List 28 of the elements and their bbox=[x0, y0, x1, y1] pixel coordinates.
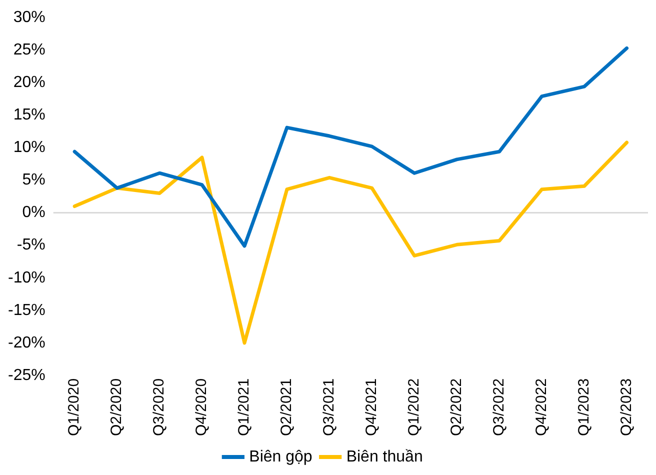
x-tick-label: Q4/2021 bbox=[363, 378, 380, 436]
y-tick-label: -5% bbox=[16, 236, 46, 254]
x-tick-label: Q1/2023 bbox=[575, 378, 592, 436]
y-tick-label: 5% bbox=[22, 172, 46, 189]
x-tick-label: Q1/2021 bbox=[236, 378, 253, 436]
x-tick-label: Q3/2021 bbox=[320, 378, 338, 436]
y-tick-label: 15% bbox=[13, 106, 46, 124]
legend-label: Biên thuần bbox=[346, 448, 423, 466]
y-tick-label: 20% bbox=[13, 74, 46, 92]
x-tick-label: Q3/2022 bbox=[490, 378, 508, 436]
x-tick-label: Q4/2022 bbox=[532, 378, 550, 436]
y-tick-label: 25% bbox=[13, 42, 46, 59]
y-tick-label: 0% bbox=[22, 204, 46, 222]
legend-label: Biên gộp bbox=[249, 448, 312, 466]
x-tick-label: Q1/2020 bbox=[66, 378, 83, 436]
y-tick-label: 10% bbox=[13, 139, 46, 156]
x-tick-label: Q2/2023 bbox=[618, 378, 635, 436]
y-tick-label: -20% bbox=[8, 334, 46, 352]
x-tick-label: Q3/2020 bbox=[150, 378, 168, 436]
x-tick-label: Q2/2022 bbox=[448, 378, 466, 436]
x-tick-label: Q4/2020 bbox=[193, 378, 210, 436]
x-tick-label: Q2/2021 bbox=[278, 378, 296, 436]
y-tick-label: -15% bbox=[8, 302, 46, 319]
y-tick-label: -25% bbox=[8, 366, 46, 384]
y-tick-label: -10% bbox=[8, 269, 46, 286]
x-tick-label: Q2/2020 bbox=[108, 378, 126, 436]
y-tick-label: 30% bbox=[13, 9, 46, 26]
x-tick-label: Q1/2022 bbox=[406, 378, 423, 436]
